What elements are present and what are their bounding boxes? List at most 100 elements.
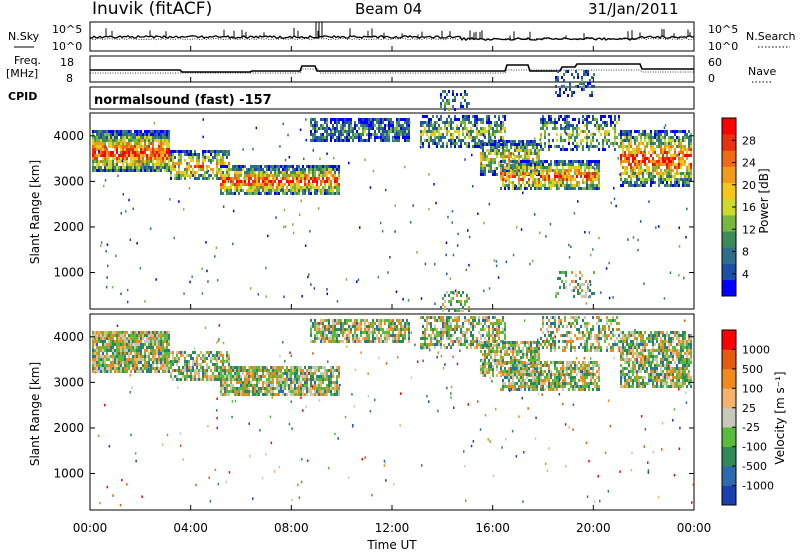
echo-cell: [412, 204, 414, 207]
echo-cell: [670, 163, 672, 166]
echo-cell: [160, 346, 162, 349]
echo-cell: [634, 148, 636, 151]
echo-cell: [556, 187, 558, 190]
echo-cell: [358, 127, 360, 130]
echo-cell: [172, 360, 174, 363]
echo-cell: [138, 331, 140, 334]
echo-cell: [198, 354, 200, 357]
echo-cell: [650, 178, 652, 181]
echo-cell: [688, 172, 690, 175]
echo-cell: [500, 152, 502, 155]
echo-cell: [534, 184, 536, 187]
echo-cell: [138, 157, 140, 160]
echo-cell: [408, 133, 410, 136]
echo-cell: [312, 168, 314, 171]
echo-cell: [228, 153, 230, 156]
echo-cell: [136, 242, 138, 245]
echo-cell: [212, 378, 214, 381]
echo-cell: [218, 354, 220, 357]
echo-cell: [648, 139, 650, 142]
echo-cell: [676, 169, 678, 172]
echo-cell: [642, 169, 644, 172]
echo-cell: [118, 334, 120, 337]
echo-cell: [300, 381, 302, 384]
echo-cell: [502, 160, 504, 163]
echo-cell: [94, 343, 96, 346]
echo-cell: [172, 363, 174, 366]
echo-cell: [672, 130, 674, 133]
echo-cell: [658, 163, 660, 166]
echo-cell: [504, 160, 506, 163]
echo-cell: [630, 130, 632, 133]
echo-cell: [644, 154, 646, 157]
echo-cell: [328, 192, 330, 195]
echo-cell: [644, 178, 646, 181]
echo-cell: [160, 355, 162, 358]
echo-cell: [650, 184, 652, 187]
echo-cell: [436, 115, 438, 118]
echo-cell: [238, 378, 240, 381]
echo-cell: [624, 157, 626, 160]
echo-cell: [368, 331, 370, 334]
echo-cell: [168, 145, 170, 148]
echo-cell: [688, 169, 690, 172]
echo-cell: [166, 355, 168, 358]
echo-cell: [612, 142, 614, 145]
echo-cell: [634, 166, 636, 169]
echo-cell: [588, 121, 590, 124]
echo-cell: [278, 174, 280, 177]
echo-cell: [306, 369, 308, 372]
echo-cell: [182, 372, 184, 375]
echo-cell: [338, 384, 340, 387]
range-tick-label: 1000: [53, 266, 84, 280]
echo-cell: [656, 169, 658, 172]
echo-cell: [676, 163, 678, 166]
echo-cell: [160, 331, 162, 334]
echo-cell: [336, 127, 338, 130]
echo-cell: [490, 143, 492, 146]
echo-cell: [632, 151, 634, 154]
echo-cell: [632, 236, 635, 239]
echo-cell: [304, 171, 306, 174]
echo-cell: [100, 169, 102, 172]
echo-cell: [102, 148, 104, 151]
echo-cell: [252, 180, 254, 183]
echo-cell: [124, 154, 126, 157]
echo-cell: [458, 118, 460, 121]
echo-cell: [494, 161, 496, 164]
echo-cell: [228, 150, 230, 153]
echo-cell: [148, 346, 150, 349]
echo-cell: [592, 118, 594, 121]
echo-cell: [530, 163, 532, 166]
echo-cell: [536, 152, 538, 155]
echo-cell: [118, 142, 120, 145]
echo-cell: [156, 367, 158, 370]
echo-cell: [588, 169, 590, 172]
noise-left-tick-top: 10^5: [52, 23, 82, 36]
echo-cell: [544, 130, 546, 133]
echo-cell: [646, 166, 648, 169]
echo-cell: [164, 334, 166, 337]
echo-cell: [130, 148, 132, 151]
echo-cell: [570, 163, 572, 166]
echo-cell: [632, 166, 634, 169]
echo-cell: [210, 150, 212, 153]
echo-cell: [320, 124, 322, 127]
echo-cell: [583, 70, 585, 73]
echo-cell: [340, 139, 342, 142]
echo-cell: [104, 166, 106, 169]
echo-cell: [594, 145, 596, 148]
echo-cell: [292, 192, 294, 195]
echo-cell: [338, 369, 340, 372]
echo-cell: [514, 163, 516, 166]
echo-cell: [596, 163, 598, 166]
echo-cell: [602, 145, 604, 148]
echo-cell: [652, 148, 654, 151]
echo-cell: [462, 118, 464, 121]
echo-cell: [338, 192, 340, 195]
echo-cell: [650, 172, 652, 175]
echo-cell: [240, 375, 242, 378]
echo-cell: [324, 331, 326, 334]
echo-cell: [120, 136, 122, 139]
echo-cell: [94, 148, 96, 151]
